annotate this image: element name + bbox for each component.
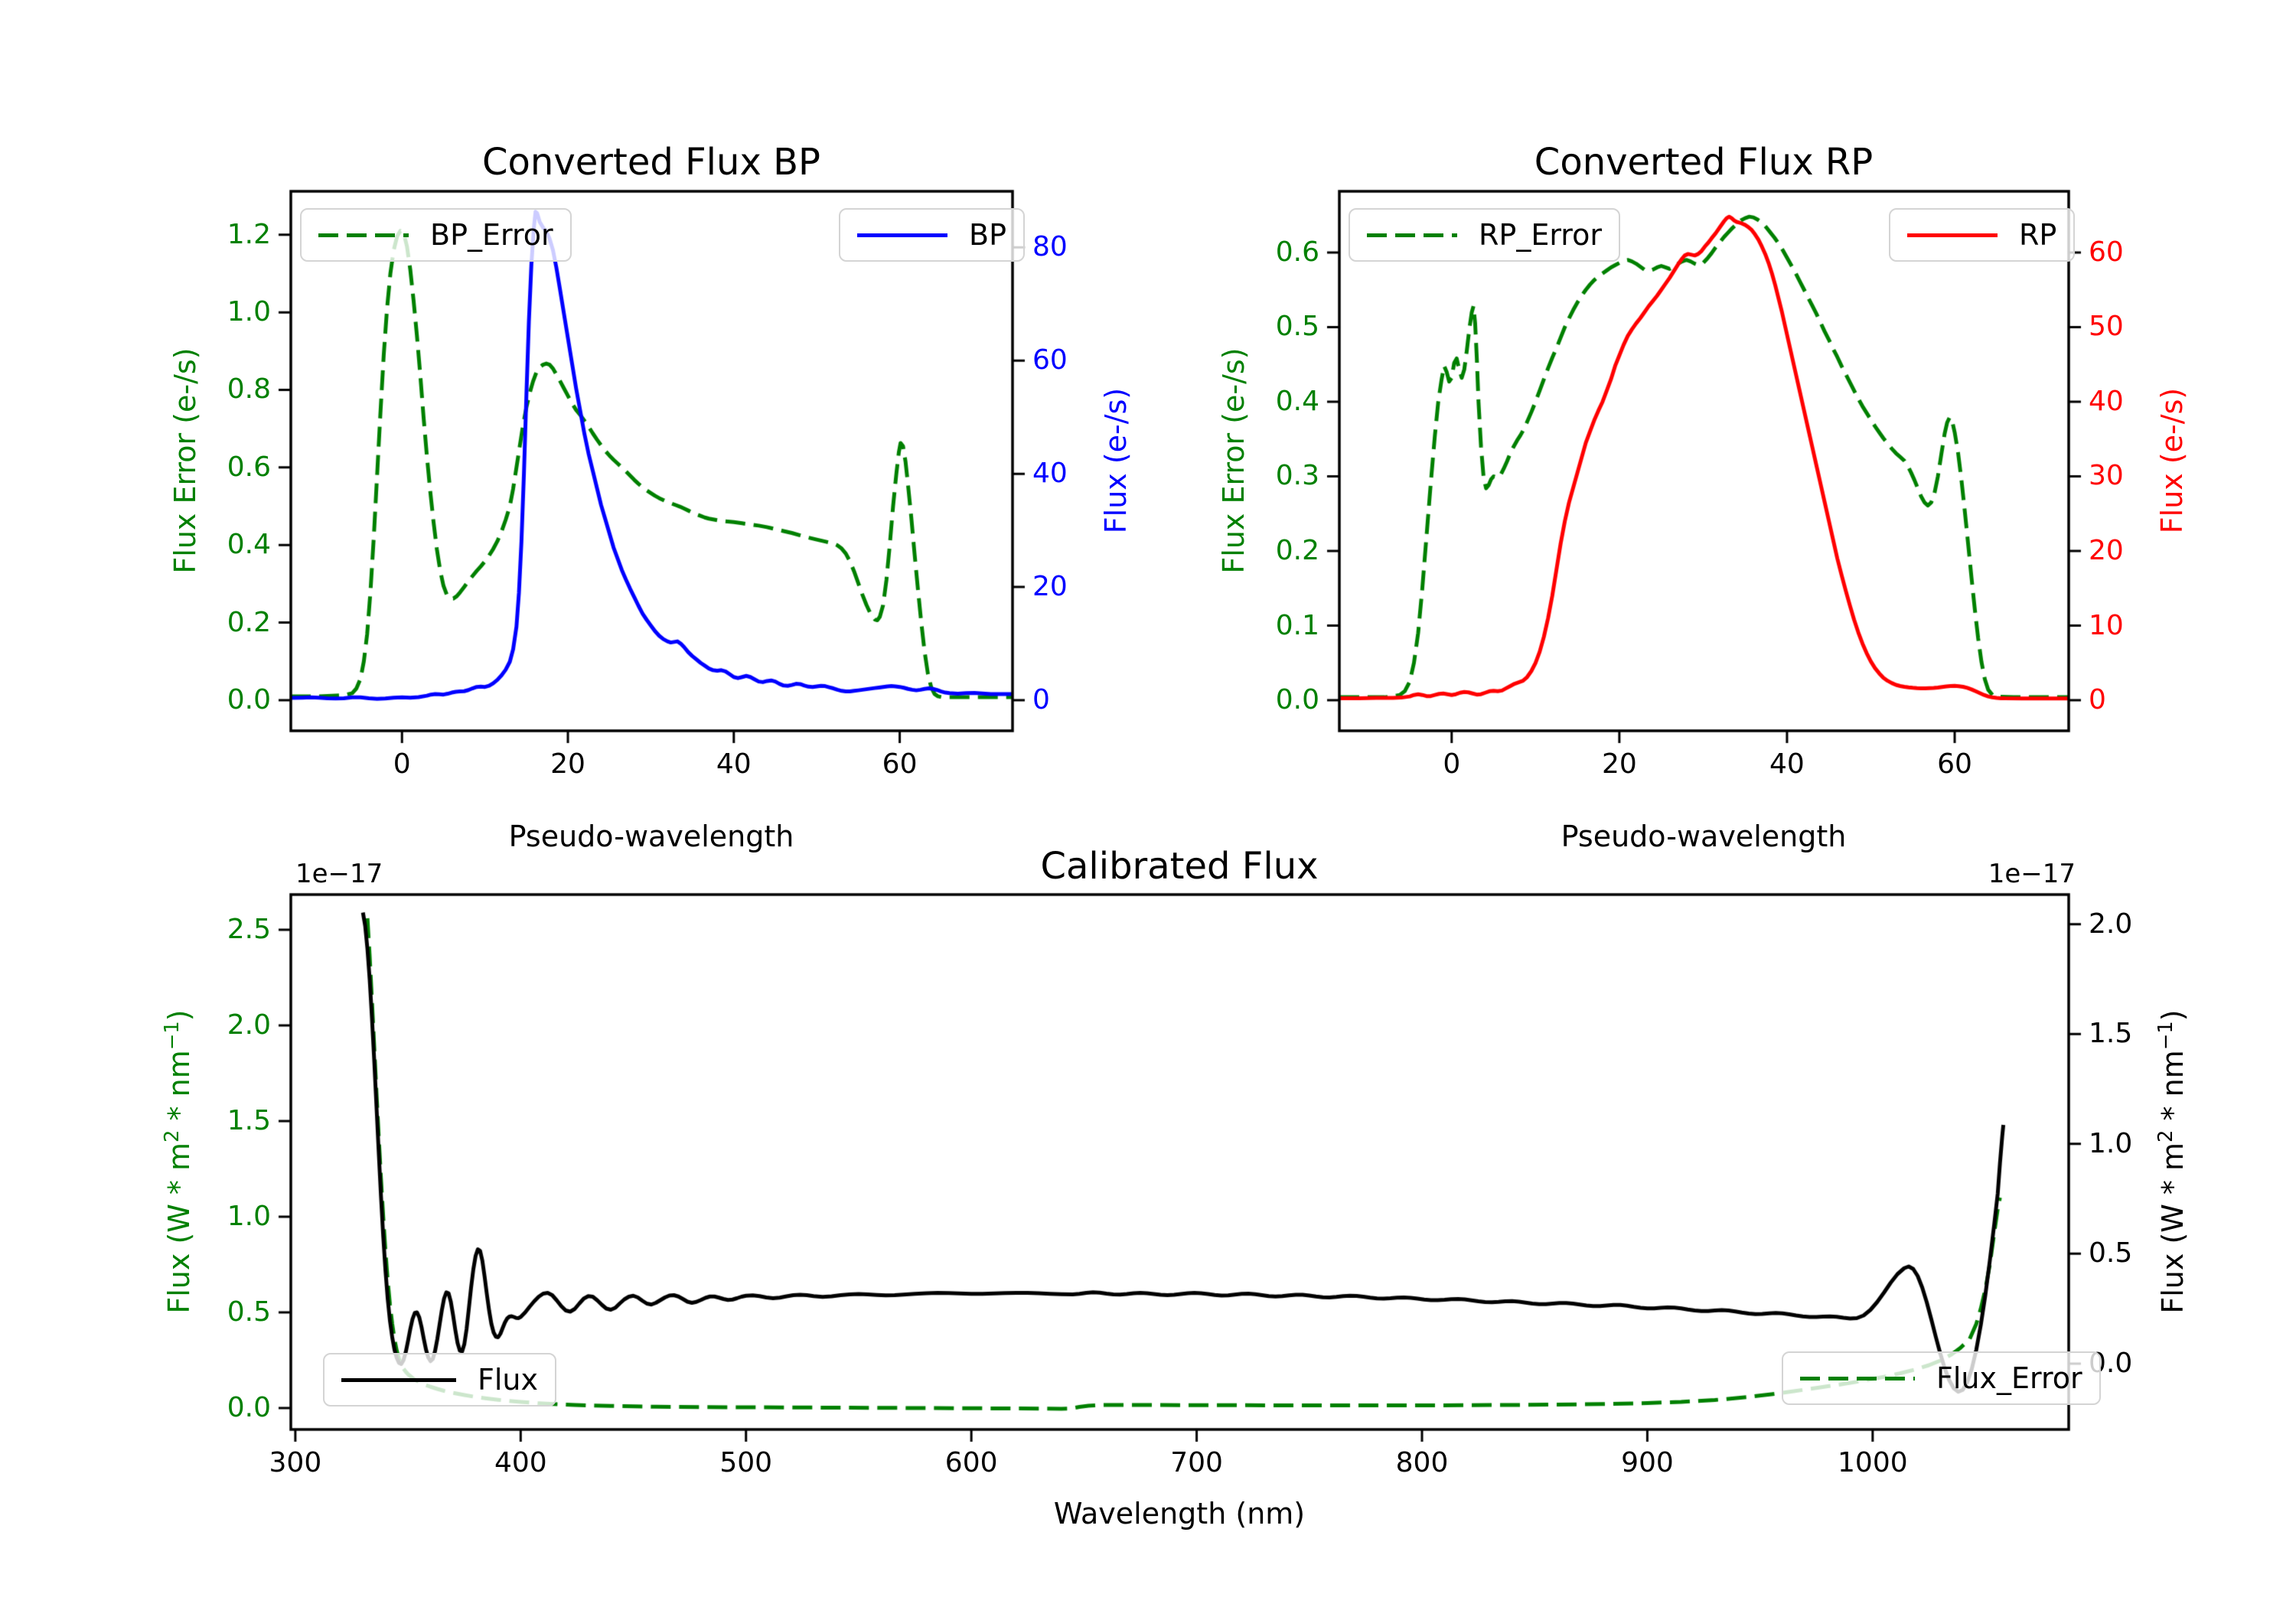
tick-label: 0.5 — [2089, 1237, 2133, 1270]
tick-label: 20 — [1032, 571, 1068, 603]
tick-label: 0.2 — [1275, 535, 1319, 566]
tick-label: 1.5 — [227, 1105, 271, 1136]
bp-yaxis-right-label: Flux (e-/s) — [1099, 387, 1133, 534]
tick-label: 60 — [2089, 236, 2124, 268]
tick-label: 10 — [2089, 609, 2124, 641]
tick-label: 1.5 — [2089, 1018, 2133, 1050]
tick-label: 30 — [2089, 460, 2124, 492]
bp-legend: BP — [839, 208, 1025, 262]
flux-legend-label: Flux — [478, 1363, 538, 1397]
tick-label: 0.4 — [1275, 385, 1319, 417]
tick-label: 0.2 — [227, 606, 271, 638]
tick-label: 20 — [1601, 748, 1637, 780]
rp-legend: RP — [1889, 208, 2076, 262]
tick-label: 0.5 — [227, 1296, 271, 1328]
bp-xaxis-label: Pseudo-wavelength — [508, 820, 794, 853]
tick-label: 0.5 — [1275, 311, 1319, 343]
rp-legend-line-icon — [1907, 233, 1998, 237]
tick-label: 0 — [1443, 748, 1461, 780]
tick-label: 60 — [1937, 748, 1972, 780]
bp-title: Converted Flux BP — [482, 141, 820, 184]
tick-label: 0.3 — [1275, 460, 1319, 492]
rp-yaxis-left-label: Flux Error (e-/s) — [1217, 347, 1251, 574]
rp-title: Converted Flux RP — [1534, 141, 1874, 184]
flux-legend: Flux — [323, 1353, 556, 1407]
tick-label: 1.0 — [2089, 1127, 2133, 1159]
tick-label: 20 — [550, 748, 585, 780]
rp-error-legend-line-icon — [1367, 233, 1457, 237]
tick-label: 1.2 — [227, 218, 271, 250]
bp-legend-line-icon — [857, 233, 947, 237]
tick-label: 40 — [1032, 458, 1068, 490]
tick-label: 60 — [882, 748, 918, 780]
calibrated-title: Calibrated Flux — [1040, 845, 1319, 888]
rp-xaxis-label: Pseudo-wavelength — [1561, 820, 1847, 853]
tick-label: 0 — [1032, 684, 1050, 716]
flux-error-legend-line-icon — [1800, 1376, 1915, 1380]
tick-label: 800 — [1395, 1447, 1449, 1478]
bp-error-legend: BP_Error — [300, 208, 572, 262]
tick-label: 20 — [2089, 535, 2124, 566]
tick-label: 400 — [494, 1447, 547, 1478]
tick-label: 300 — [269, 1447, 322, 1478]
bp-error-legend-line-icon — [318, 233, 409, 237]
tick-label: 1.0 — [227, 296, 271, 328]
bp-yaxis-left-label: Flux Error (e-/s) — [168, 347, 202, 574]
rp-legend-label: RP — [2019, 218, 2057, 252]
flux-error-legend: Flux_Error — [1782, 1351, 2101, 1405]
tick-label: 0.4 — [227, 529, 271, 561]
offset-text-right: 1e−17 — [1988, 859, 2076, 889]
tick-label: 2.5 — [227, 914, 271, 945]
tick-label: 2.0 — [227, 1009, 271, 1041]
tick-label: 0.0 — [227, 683, 271, 715]
rp-error-legend-label: RP_Error — [1479, 218, 1602, 252]
tick-label: 1.0 — [227, 1201, 271, 1232]
tick-label: 0.8 — [227, 373, 271, 406]
tick-label: 900 — [1621, 1447, 1674, 1478]
tick-label: 0 — [2089, 684, 2106, 716]
calibrated-xaxis-label: Wavelength (nm) — [1053, 1497, 1306, 1530]
tick-label: 0.6 — [1275, 236, 1319, 268]
tick-label: 600 — [944, 1447, 998, 1478]
tick-label: 1000 — [1838, 1447, 1908, 1478]
tick-label: 40 — [1769, 748, 1805, 780]
flux-legend-line-icon — [341, 1377, 456, 1382]
tick-label: 0 — [393, 748, 411, 780]
tick-label: 500 — [719, 1447, 773, 1478]
tick-label: 80 — [1032, 231, 1068, 263]
rp-error-legend: RP_Error — [1349, 208, 1620, 262]
tick-label: 0.1 — [1275, 609, 1319, 641]
tick-label: 60 — [1032, 344, 1068, 376]
tick-label: 700 — [1170, 1447, 1223, 1478]
tick-label: 2.0 — [2089, 908, 2133, 940]
bp-error-legend-label: BP_Error — [430, 218, 553, 252]
bp-legend-label: BP — [969, 218, 1006, 252]
offset-text-left: 1e−17 — [295, 859, 383, 889]
tick-label: 0.0 — [1275, 684, 1319, 716]
flux-error-legend-label: Flux_Error — [1936, 1361, 2082, 1395]
rp-yaxis-right-label: Flux (e-/s) — [2155, 387, 2189, 534]
calibrated-yaxis-left-label: Flux (W * m2 * nm−1) — [161, 1009, 196, 1314]
tick-label: 0.0 — [227, 1392, 271, 1423]
tick-label: 0.6 — [227, 451, 271, 483]
tick-label: 50 — [2089, 311, 2124, 343]
calibrated-yaxis-right-label: Flux (W * m2 * nm−1) — [2154, 1009, 2190, 1314]
tick-label: 40 — [2089, 385, 2124, 417]
tick-label: 40 — [716, 748, 752, 780]
